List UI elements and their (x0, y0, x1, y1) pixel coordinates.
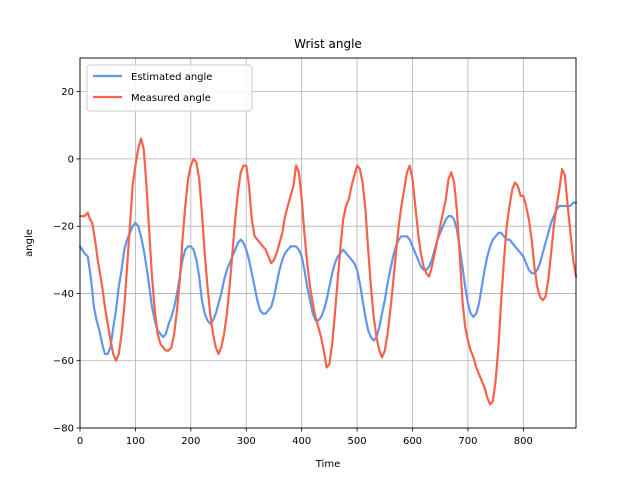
y-tick-label: −40 (53, 289, 74, 300)
chart-title: Wrist angle (294, 37, 362, 51)
legend-box (86, 64, 253, 112)
y-tick-label: −80 (53, 424, 74, 435)
plot-frame (79, 57, 577, 429)
x-tick-label: 300 (237, 436, 256, 447)
y-tick-label: 0 (68, 154, 74, 165)
x-tick-label: 800 (514, 436, 533, 447)
x-tick-label: 100 (126, 436, 145, 447)
legend-label-estimated: Estimated angle (131, 72, 212, 83)
series-lines (78, 137, 578, 406)
y-axis-label: angle (24, 229, 35, 257)
x-tick-label: 400 (292, 436, 311, 447)
x-tick-label: 700 (458, 436, 477, 447)
estimated-angle-line (78, 201, 578, 356)
x-tick-label: 0 (77, 436, 83, 447)
legend: Estimated angle Measured angle (86, 64, 253, 112)
legend-label-measured: Measured angle (131, 93, 211, 104)
y-tick-label: −60 (53, 356, 74, 367)
x-tick-label: 200 (181, 436, 200, 447)
x-tick-label: 600 (403, 436, 422, 447)
x-tick-label: 500 (348, 436, 367, 447)
y-tick-label: −20 (53, 222, 74, 233)
x-axis-label: Time (315, 459, 340, 470)
y-tick-label: 20 (61, 87, 74, 98)
measured-angle-line (78, 137, 578, 406)
axis-ticks: 0 100 200 300 400 500 600 700 800 −80 −60 −40 −20 0 20 (53, 87, 533, 447)
